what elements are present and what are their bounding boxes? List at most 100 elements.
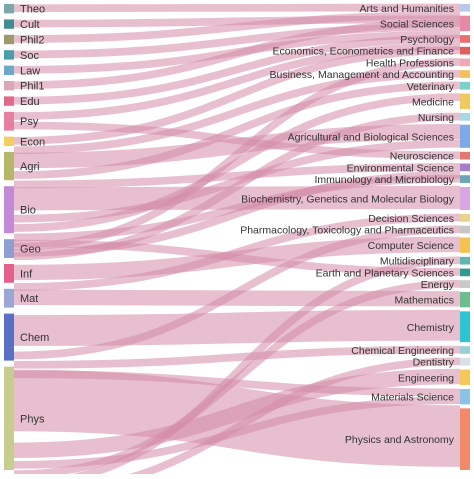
link-chem-to-chemical-engineering: [13, 345, 461, 369]
left-node-soc: [4, 50, 14, 60]
right-label-engineering: Engineering: [398, 372, 454, 384]
link-psy-to-psychology: [13, 42, 461, 120]
link-chem-to-chemistry: [13, 309, 461, 346]
right-label-decision-sciences: Decision Sciences: [368, 213, 454, 225]
right-label-mathematics: Mathematics: [394, 295, 454, 307]
right-label-chemistry: Chemistry: [407, 322, 455, 334]
left-node-psy: [4, 111, 14, 131]
left-node-law: [4, 65, 14, 75]
right-label-health-professions: Health Professions: [366, 57, 454, 69]
left-node-phil2: [4, 34, 14, 45]
left-label-agri: Agri: [20, 161, 40, 173]
right-node-immunology-and-microbiology: [460, 175, 470, 183]
right-node-energy: [460, 280, 470, 288]
left-label-bio: Bio: [20, 205, 36, 217]
right-node-dentistry: [460, 357, 470, 366]
right-node-chemical-engineering: [460, 346, 470, 354]
right-node-computer-science: [460, 237, 470, 253]
link-agri-to-environmental-science: [13, 163, 461, 189]
link-bio-to-health-professions: [13, 58, 461, 251]
right-node-decision-sciences: [460, 214, 470, 222]
left-node-mat: [4, 288, 14, 308]
left-label-phys: Phys: [20, 413, 45, 425]
left-node-geo: [4, 239, 14, 258]
right-label-computer-science: Computer Science: [368, 240, 455, 252]
link-bio-to-agricultural-and-biological-sciences: [13, 139, 461, 223]
link-phys-to-multidisciplinary: [34, 256, 461, 479]
right-label-chemical-engineering: Chemical Engineering: [351, 345, 454, 357]
link-geo-to-environmental-science: [13, 170, 461, 257]
left-label-law: Law: [20, 65, 40, 77]
link-econ-to-business-management-and-accounting: [13, 69, 461, 155]
left-node-phys: [4, 366, 14, 470]
left-label-theo: Theo: [20, 4, 45, 16]
left-label-psy: Psy: [20, 116, 39, 128]
right-node-arts-and-humanities: [460, 4, 470, 12]
right-node-veterinary: [460, 81, 470, 90]
right-label-environmental-science: Environmental Science: [347, 162, 455, 174]
left-label-chem: Chem: [20, 332, 49, 344]
right-node-psychology: [460, 35, 470, 43]
right-node-nursing: [460, 113, 470, 121]
link-bio-to-medicine: [13, 93, 461, 232]
left-node-bio: [4, 186, 14, 234]
left-node-cult: [4, 19, 14, 29]
right-node-engineering: [460, 369, 470, 385]
right-node-agricultural-and-biological-sciences: [460, 124, 470, 148]
right-node-business-management-and-accounting: [460, 70, 470, 78]
right-node-mathematics: [460, 291, 470, 308]
left-label-geo: Geo: [20, 244, 41, 256]
link-phys-to-engineering: [13, 368, 461, 458]
link-econ-to-economics-econometrics-and-finance: [13, 46, 461, 145]
right-node-social-sciences: [460, 15, 470, 32]
right-nodes-layer: Arts and Humanities Social Sciences Psycho…: [240, 3, 470, 470]
link-phys-to-dentistry: [109, 357, 461, 479]
right-label-medicine: Medicine: [412, 96, 454, 108]
link-theo-to-arts-and-humanities: [13, 3, 461, 13]
right-node-environmental-science: [460, 163, 470, 172]
right-node-health-professions: [460, 58, 470, 67]
right-label-immunology-and-microbiology: Immunology and Microbiology: [315, 174, 455, 186]
right-label-energy: Energy: [421, 279, 455, 291]
right-node-pharmacology-toxicology-and-pharmaceutics: [460, 225, 470, 234]
left-label-inf: Inf: [20, 268, 33, 280]
left-label-edu: Edu: [20, 96, 40, 108]
links-layer: [13, 3, 461, 479]
right-label-biochemistry-genetics-and-molecular-biology: Biochemistry, Genetics and Molecular Bio…: [241, 193, 455, 205]
left-label-mat: Mat: [20, 293, 38, 305]
right-label-arts-and-humanities: Arts and Humanities: [359, 3, 454, 15]
left-node-econ: [4, 136, 14, 146]
link-inf-to-decision-sciences: [13, 213, 461, 291]
link-phil1-to-arts-and-humanities: [13, 19, 461, 90]
right-node-neuroscience: [460, 151, 470, 160]
link-inf-to-computer-science: [13, 236, 461, 281]
right-node-medicine: [460, 93, 470, 110]
right-node-materials-science: [460, 388, 470, 405]
left-nodes-layer: Theo Cult Phil2 Soc Law Phil1 Edu Psy Econ Agri Bi…: [4, 4, 49, 470]
right-node-earth-and-planetary-sciences: [460, 268, 470, 277]
right-label-physics-and-astronomy: Physics and Astronomy: [345, 434, 455, 446]
link-edu-to-psychology: [13, 34, 461, 105]
right-label-business-management-and-accounting: Business, Management and Accounting: [270, 69, 455, 81]
right-node-biochemistry-genetics-and-molecular-biology: [460, 186, 470, 211]
right-label-materials-science: Materials Science: [371, 392, 454, 404]
link-bio-to-biochemistry-genetics-and-molecular-biology: [13, 185, 461, 211]
left-label-phil2: Phil2: [20, 35, 44, 47]
left-label-cult: Cult: [20, 19, 40, 31]
link-phys-to-energy: [13, 279, 461, 479]
right-label-multidisciplinary: Multidisciplinary: [380, 256, 455, 268]
link-agri-to-veterinary: [13, 81, 461, 179]
right-label-neuroscience: Neuroscience: [390, 151, 454, 163]
right-label-agricultural-and-biological-sciences: Agricultural and Biological Sciences: [288, 131, 454, 143]
right-label-pharmacology-toxicology-and-pharmaceutics: Pharmacology, Toxicology and Pharmaceuti…: [240, 225, 454, 237]
left-node-theo: [4, 4, 14, 14]
left-node-edu: [4, 96, 14, 106]
right-label-nursing: Nursing: [418, 112, 454, 124]
right-label-economics-econometrics-and-finance: Economics, Econometrics and Finance: [273, 46, 455, 58]
right-label-dentistry: Dentistry: [413, 357, 455, 369]
right-label-veterinary: Veterinary: [407, 81, 455, 93]
right-node-chemistry: [460, 311, 470, 343]
left-label-econ: Econ: [20, 136, 45, 148]
